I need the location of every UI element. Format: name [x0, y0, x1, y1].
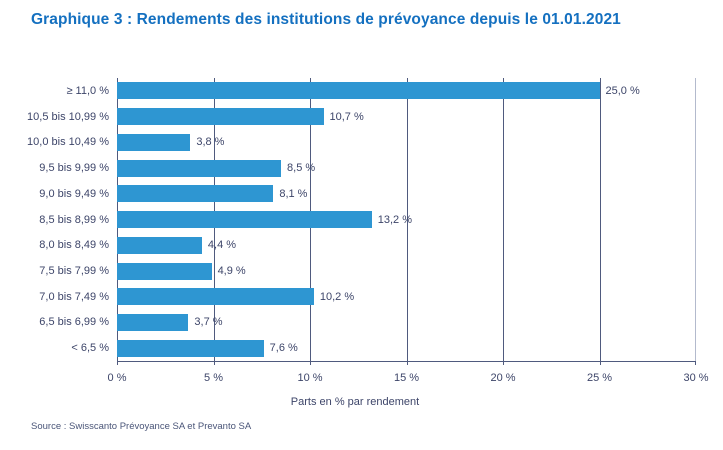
bar-value-label: 25,0 %	[605, 84, 640, 97]
category-label: 10,5 bis 10,99 %	[27, 110, 109, 123]
bar-row: 25,0 %	[117, 78, 696, 104]
category-label: 8,0 bis 8,49 %	[39, 239, 109, 252]
x-tick-label: 10 %	[297, 372, 323, 384]
x-tick-label: 15 %	[393, 372, 420, 384]
x-tick-label: 25 %	[586, 372, 613, 384]
bar-value-label: 8,1 %	[279, 187, 308, 200]
x-tick-label: 30 %	[683, 372, 709, 384]
category-label: 7,0 bis 7,49 %	[39, 290, 109, 303]
bar-row: 8,1 %	[117, 181, 696, 207]
category-label: 7,5 bis 7,99 %	[39, 265, 109, 277]
bar	[117, 236, 202, 254]
category-label: 9,5 bis 9,99 %	[39, 162, 109, 175]
gridline	[406, 78, 408, 361]
bar-value-label: 10,7 %	[329, 110, 364, 123]
x-axis-tick	[406, 361, 408, 365]
plot-right-border	[695, 78, 696, 361]
chart-title: Graphique 3 : Rendements des institution…	[31, 11, 621, 28]
category-label: 6,5 bis 6,99 %	[39, 316, 109, 329]
plot-area: 25,0 % 10,7 % 3,8 % 8,5 % 8,1 % 13,2 % 4,4 % 4,…	[117, 78, 696, 365]
bar-value-label: 3,8 %	[196, 136, 225, 149]
bar-row: 7,6 %	[117, 335, 696, 361]
bar-row: 10,7 %	[117, 104, 696, 130]
x-axis-tick	[695, 361, 696, 365]
bar-row: 13,2 %	[117, 207, 696, 233]
bar-value-label: 7,6 %	[269, 342, 298, 355]
bar	[117, 211, 372, 229]
x-axis-tick	[310, 361, 311, 365]
bar-row: 4,4 %	[117, 232, 696, 258]
bar	[117, 339, 264, 357]
category-label: 9,0 bis 9,49 %	[39, 187, 109, 200]
gridline	[599, 78, 601, 361]
bar-row: 8,5 %	[117, 155, 696, 181]
gridline	[503, 78, 504, 361]
x-axis-tick	[213, 361, 215, 365]
x-axis-tick	[503, 361, 504, 365]
category-label: ≥ 11,0 %	[66, 84, 109, 97]
category-label: 8,5 bis 8,99 %	[39, 213, 109, 226]
x-tick-label: 5 %	[204, 372, 223, 384]
x-axis-title: Parts en % par rendement	[290, 396, 420, 408]
bar-value-label: 13,2 %	[377, 213, 412, 226]
bar-row: 4,9 %	[117, 258, 696, 284]
bar	[117, 185, 274, 203]
x-axis-tick-labels: 0 % 5 % 10 % 15 % 20 % 25 % 30 %	[108, 372, 709, 386]
bar	[117, 108, 324, 126]
bar-value-label: 3,7 %	[194, 316, 223, 329]
x-axis-tick	[117, 361, 118, 365]
bar	[117, 262, 212, 280]
bar	[117, 159, 282, 177]
bar	[117, 133, 191, 151]
bar-value-label: 4,4 %	[207, 239, 237, 252]
x-tick-label: 20 %	[490, 372, 516, 384]
category-label: < 6,5 %	[71, 342, 109, 355]
bar	[117, 288, 314, 306]
x-axis-tick	[599, 361, 601, 365]
bar-value-label: 4,9 %	[217, 265, 246, 277]
bar-value-label: 8,5 %	[287, 162, 316, 175]
y-axis-category-labels: ≥ 11,0 % 10,5 bis 10,99 % 10,0 bis 10,49 %…	[0, 78, 109, 361]
bar-value-label: 10,2 %	[319, 290, 355, 303]
bar	[117, 82, 600, 100]
source-note: Source : Swisscanto Prévoyance SA et Pre…	[31, 421, 252, 432]
bar	[117, 313, 189, 331]
bar-row: 10,2 %	[117, 284, 696, 310]
category-label: 10,0 bis 10,49 %	[27, 136, 109, 149]
x-tick-label: 0 %	[107, 372, 127, 384]
bar-row: 3,8 %	[117, 129, 696, 155]
bar-row: 3,7 %	[117, 310, 696, 336]
